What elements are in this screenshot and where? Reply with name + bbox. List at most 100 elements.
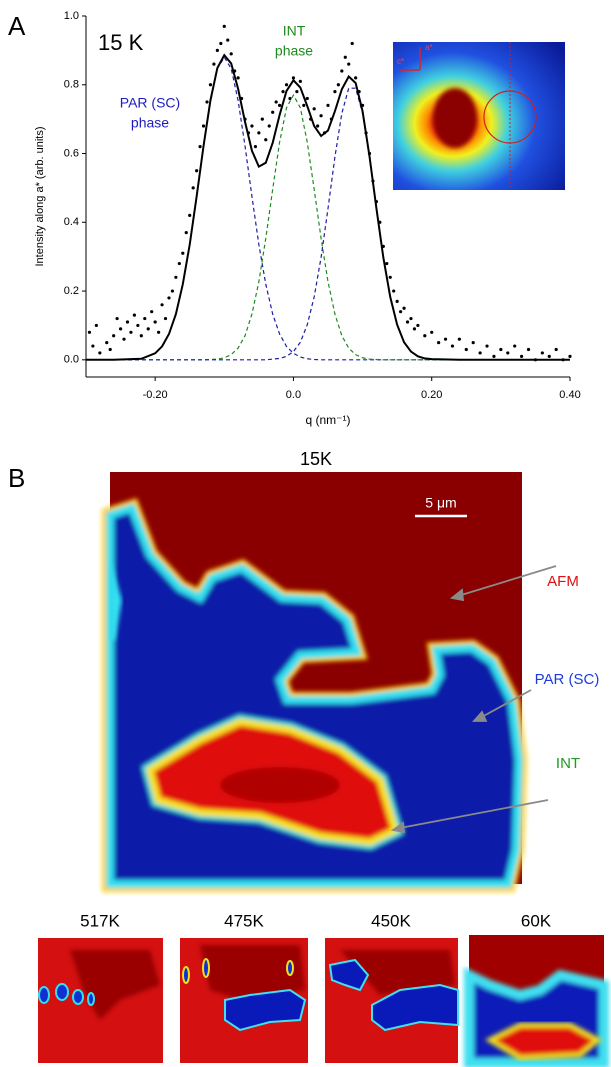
data-point <box>236 76 240 80</box>
data-point <box>284 83 289 87</box>
data-point <box>195 169 199 173</box>
data-point <box>260 117 264 121</box>
data-point <box>222 24 226 28</box>
data-point <box>94 323 98 328</box>
phase-label: PAR (SC) <box>535 671 600 688</box>
data-point <box>520 354 524 358</box>
x-tick-label: 0.20 <box>421 389 442 401</box>
data-point <box>305 96 309 101</box>
thumbnail-title: 450K <box>371 911 411 930</box>
annotation: 15 K <box>98 30 144 55</box>
data-point <box>513 344 517 348</box>
data-point <box>264 138 268 142</box>
data-point <box>316 124 320 128</box>
data-point <box>219 41 223 46</box>
inset-label: c* <box>397 57 404 66</box>
data-point <box>105 341 109 345</box>
data-point <box>547 354 551 358</box>
y-tick-label: 0.4 <box>64 216 79 228</box>
data-point <box>150 310 154 314</box>
data-point <box>122 337 126 341</box>
data-point <box>188 213 192 218</box>
data-point <box>98 351 102 355</box>
thumbnail <box>38 938 163 1063</box>
data-point <box>302 103 306 107</box>
panel-label: A <box>8 11 26 41</box>
data-point <box>108 347 112 352</box>
thumbnail <box>464 935 609 1067</box>
y-axis-label: Intensity along a* (arb. units) <box>34 126 46 266</box>
panel-label: B <box>8 463 25 493</box>
data-point <box>215 48 219 52</box>
data-point <box>499 347 503 352</box>
fit-line <box>86 87 570 361</box>
data-point <box>492 354 496 358</box>
data-point <box>87 330 92 334</box>
data-point <box>157 330 161 334</box>
x-tick-label: 0.40 <box>559 389 580 401</box>
y-tick-label: 1.0 <box>64 10 79 22</box>
arrows <box>390 565 557 834</box>
data-point <box>253 145 257 149</box>
annotation: phase <box>275 43 313 59</box>
map-title: 15K <box>300 449 332 469</box>
thumbnail <box>325 938 459 1063</box>
x-tick-label: 0.0 <box>286 389 301 401</box>
thumbnail-title: 475K <box>224 911 264 930</box>
data-point <box>132 313 136 317</box>
data-point <box>457 337 461 341</box>
data-point <box>312 107 316 111</box>
data-point <box>208 83 213 87</box>
data-point <box>181 251 185 255</box>
data-point <box>191 186 195 190</box>
data-point <box>405 320 410 324</box>
data-point <box>160 303 164 307</box>
y-tick-label: 0.6 <box>64 147 79 159</box>
data-point <box>395 299 399 303</box>
data-point <box>174 275 178 279</box>
data-point <box>409 316 413 321</box>
data-point <box>198 145 202 149</box>
data-point <box>143 316 147 321</box>
fit-line <box>86 53 570 361</box>
data-point <box>350 41 354 46</box>
data-point <box>471 341 475 345</box>
data-point <box>478 351 482 355</box>
thumbnail <box>180 938 308 1063</box>
data-point <box>343 55 347 59</box>
data-point <box>388 275 392 279</box>
data-point <box>399 310 403 314</box>
data-point <box>205 100 209 104</box>
annotation: phase <box>131 115 169 131</box>
data-point <box>298 79 302 83</box>
thumbnail-title: 60K <box>521 911 552 930</box>
plot-area: 0.0 0.2 0.4 0.6 0.8 1.0 -0.20 0.0 0.20 0.40 q (nm⁻… <box>34 10 581 427</box>
data-point <box>226 38 230 42</box>
data-point <box>443 337 448 341</box>
data-point <box>267 124 271 128</box>
data-point <box>250 124 254 128</box>
data-point <box>153 320 157 324</box>
data-point <box>278 103 282 107</box>
data-point <box>281 90 285 94</box>
data-point <box>354 76 358 80</box>
heatmap: 5 μm <box>102 472 528 892</box>
data-point <box>319 114 323 118</box>
inset: a* c* <box>393 42 565 190</box>
annotation: PAR (SC) <box>120 95 180 111</box>
inset-label: a* <box>425 43 433 52</box>
data-point <box>437 341 441 345</box>
data-point <box>416 323 420 328</box>
data-point <box>333 90 337 94</box>
data-point <box>485 344 489 348</box>
data-point <box>115 316 119 321</box>
phase-label: AFM <box>547 573 579 590</box>
y-tick-label: 0.8 <box>64 79 79 91</box>
data-point <box>554 347 558 352</box>
data-point <box>201 124 206 128</box>
data-point <box>271 110 275 114</box>
data-point <box>118 327 123 331</box>
thumbnail-title: 517K <box>80 911 120 930</box>
data-point <box>112 334 116 338</box>
data-point <box>295 90 299 94</box>
